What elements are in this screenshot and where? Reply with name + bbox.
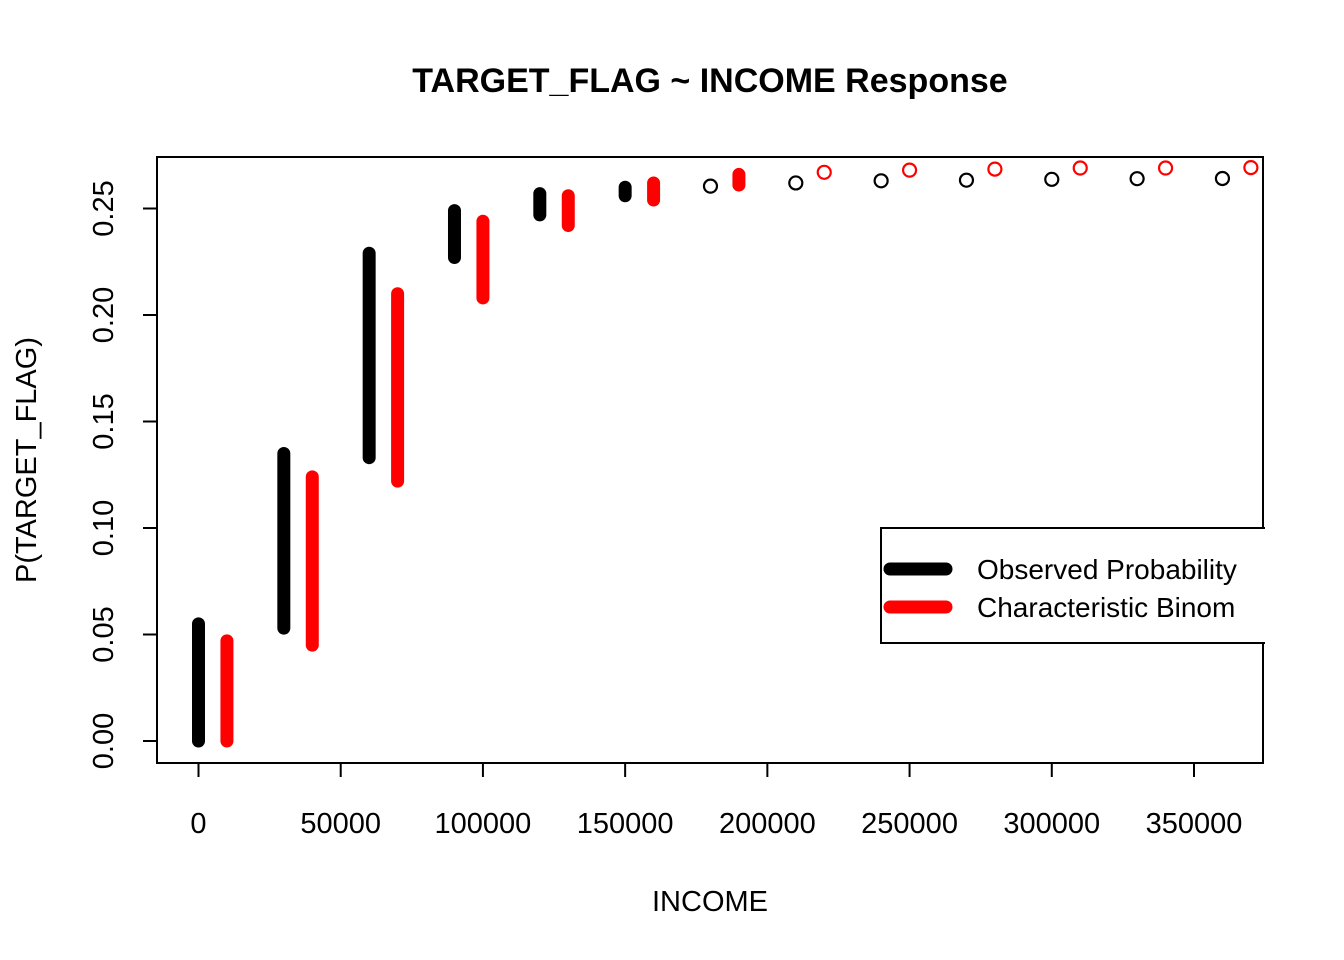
x-tick-label: 300000 — [1003, 808, 1100, 840]
legend-box — [880, 527, 1265, 644]
x-tick-label: 250000 — [861, 808, 958, 840]
y-axis: 0.00 0.05 0.10 0.15 0.20 0.25 — [88, 180, 158, 769]
x-tick-label: 50000 — [300, 808, 381, 840]
x-tick-label: 0 — [190, 808, 206, 840]
data-point — [958, 172, 975, 188]
data-point — [788, 175, 804, 191]
x-tick-label: 100000 — [435, 808, 532, 840]
y-tick-label: 0.20 — [88, 287, 120, 343]
x-axis-label: INCOME — [652, 886, 768, 918]
x-tick-label: 200000 — [719, 808, 816, 840]
data-point — [1214, 170, 1231, 187]
data-point — [702, 178, 719, 194]
chart-title: TARGET_FLAG ~ INCOME Response — [412, 62, 1007, 100]
data-point — [873, 173, 889, 189]
data-point — [1243, 160, 1259, 176]
y-tick-label: 0.00 — [88, 713, 120, 769]
legend-label: Characteristic Binom — [977, 592, 1235, 623]
data-point — [1129, 171, 1145, 187]
data-point — [816, 164, 832, 180]
plot-area-frame — [156, 156, 1264, 764]
data-point — [1044, 171, 1060, 187]
y-axis-label: P(TARGET_FLAG) — [11, 337, 43, 583]
legend-label: Observed Probability — [977, 554, 1237, 585]
y-tick-label: 0.15 — [88, 393, 120, 449]
y-tick-label: 0.10 — [88, 500, 120, 556]
x-axis: 0 50000 100000 150000 200000 250000 300000 3500… — [190, 762, 1243, 840]
data-point — [987, 161, 1003, 177]
data-point — [1072, 160, 1088, 176]
legend: Observed Probability Characteristic Binom — [880, 527, 1265, 644]
y-tick-label: 0.05 — [88, 606, 120, 662]
y-tick-label: 0.25 — [88, 180, 120, 236]
x-tick-label: 350000 — [1146, 808, 1243, 840]
data-point — [1157, 160, 1174, 176]
legend-body: Observed Probability Characteristic Binom — [880, 527, 1265, 644]
chart-marks — [192, 160, 1259, 748]
data-point — [901, 162, 918, 178]
x-tick-label: 150000 — [577, 808, 674, 840]
